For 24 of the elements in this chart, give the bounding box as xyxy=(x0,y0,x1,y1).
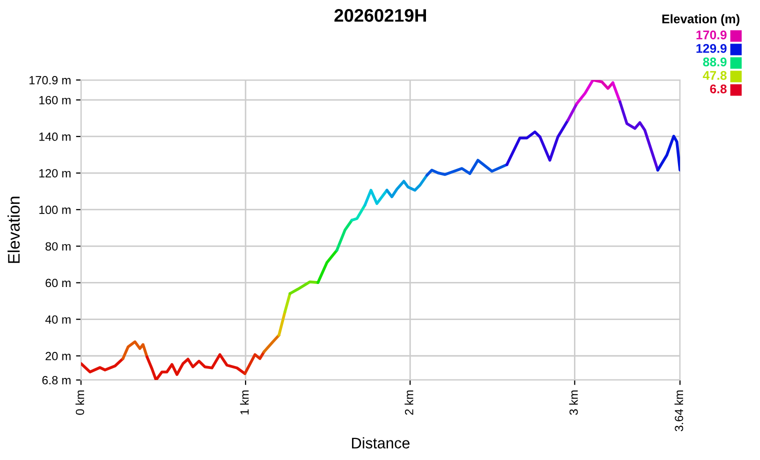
y-axis-title: Elevation xyxy=(8,196,20,263)
color-bar-label: 47.8 xyxy=(702,71,727,80)
y-tick-label: 160 m xyxy=(39,96,70,104)
y-tick-label: 80 m xyxy=(46,242,70,251)
y-tick-label: 170.9 m xyxy=(30,76,71,84)
x-tick-label: 2 km xyxy=(404,390,414,415)
y-tick-label: 140 m xyxy=(39,132,70,141)
color-bar-label: 170.9 xyxy=(696,30,727,40)
x-tick-label: 3.64 km xyxy=(674,390,684,432)
y-tick-label: 20 m xyxy=(46,352,70,360)
color-bar-label: 88.9 xyxy=(703,58,727,66)
y-tick-label: 6.8 m xyxy=(42,376,70,384)
color-bar-title: Elevation (m) xyxy=(662,14,740,26)
x-tick-label: 0 km xyxy=(76,390,84,415)
x-axis-title: Distance xyxy=(352,437,410,448)
x-tick-label: 3 km xyxy=(569,390,578,415)
x-tick-label: 1 km xyxy=(240,390,249,414)
y-tick-label: 40 m xyxy=(45,315,70,324)
y-tick-label: 120 m xyxy=(39,169,70,178)
y-tick-label: 100 m xyxy=(39,206,70,214)
color-bar-label: 129.9 xyxy=(696,44,727,53)
color-bar-label: 6.8 xyxy=(710,84,727,94)
chart-title: 20260219H xyxy=(334,9,426,22)
y-tick-label: 60 m xyxy=(46,278,70,288)
